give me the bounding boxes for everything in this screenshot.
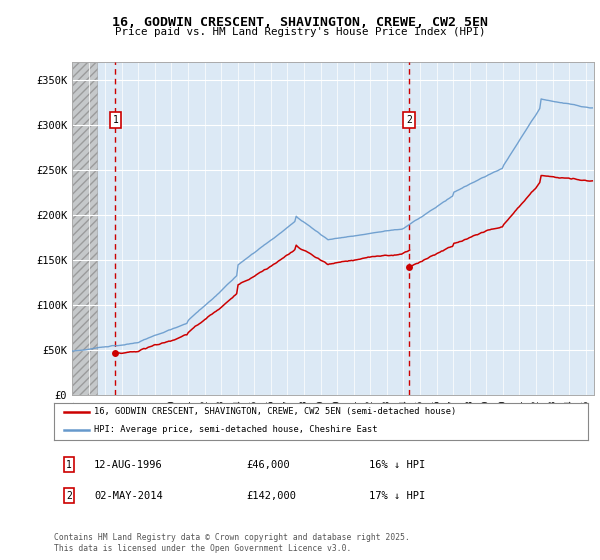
Text: 16, GODWIN CRESCENT, SHAVINGTON, CREWE, CW2 5EN (semi-detached house): 16, GODWIN CRESCENT, SHAVINGTON, CREWE, …	[94, 407, 457, 416]
Text: £142,000: £142,000	[246, 491, 296, 501]
Text: HPI: Average price, semi-detached house, Cheshire East: HPI: Average price, semi-detached house,…	[94, 426, 377, 435]
Bar	[72, 62, 97, 395]
Text: Contains HM Land Registry data © Crown copyright and database right 2025.
This d: Contains HM Land Registry data © Crown c…	[54, 533, 410, 553]
Text: Price paid vs. HM Land Registry's House Price Index (HPI): Price paid vs. HM Land Registry's House …	[115, 27, 485, 37]
Text: 12-AUG-1996: 12-AUG-1996	[94, 460, 163, 470]
Text: 2: 2	[66, 491, 72, 501]
Text: 16, GODWIN CRESCENT, SHAVINGTON, CREWE, CW2 5EN: 16, GODWIN CRESCENT, SHAVINGTON, CREWE, …	[112, 16, 488, 29]
Text: 16% ↓ HPI: 16% ↓ HPI	[369, 460, 425, 470]
Text: 1: 1	[66, 460, 72, 470]
Text: 1: 1	[112, 115, 118, 125]
Text: 17% ↓ HPI: 17% ↓ HPI	[369, 491, 425, 501]
Text: 02-MAY-2014: 02-MAY-2014	[94, 491, 163, 501]
Text: 2: 2	[406, 115, 412, 125]
Text: £46,000: £46,000	[246, 460, 290, 470]
